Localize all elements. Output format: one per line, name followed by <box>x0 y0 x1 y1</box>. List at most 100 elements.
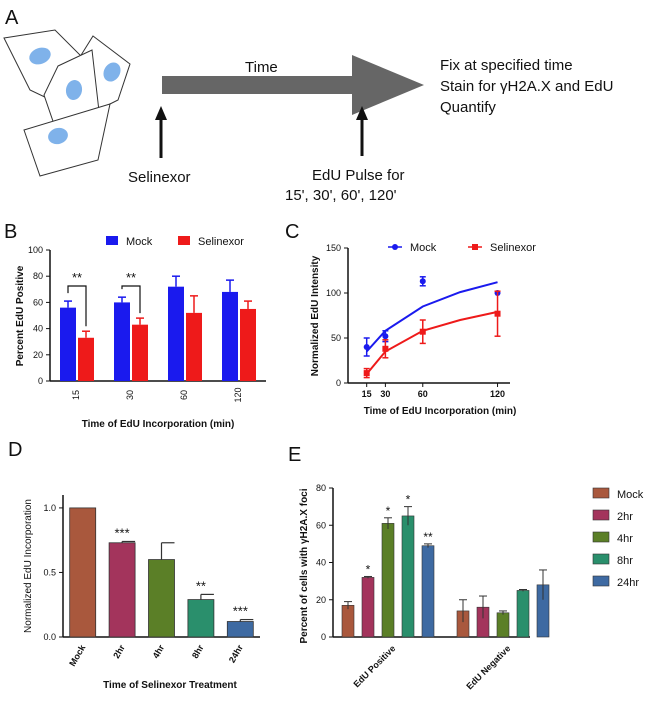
panel-d-label: D <box>8 439 22 461</box>
point-mock <box>363 344 370 350</box>
fix-text-line-1: Fix at specified time <box>440 57 573 74</box>
y-tick-label: 0 <box>38 376 43 386</box>
y-tick-label: 1.0 <box>43 503 56 513</box>
bar-8hr-edu-positive <box>401 515 415 638</box>
cell-nucleus <box>48 127 68 145</box>
selinexor-arrow-head <box>155 106 167 120</box>
x-tick-label: 15 <box>362 389 372 399</box>
legend-label-mock: Mock <box>617 489 644 501</box>
point-selinexor <box>419 328 426 335</box>
x-tick-label: 4hr <box>151 643 167 661</box>
x-tick-label: 120 <box>233 387 243 402</box>
point-mock <box>382 333 389 340</box>
point-selinexor <box>363 370 370 377</box>
legend-marker-mock <box>392 244 398 250</box>
x-tick-label: 120 <box>490 389 505 399</box>
chart-d: 0.0 0.5 1.0 Mock *** 2hr 4hr ** 8hr *** 24hr Normal… <box>23 495 260 691</box>
bar-selinexor-30 <box>132 324 148 381</box>
legend-label-4hr: 4hr <box>617 533 633 545</box>
cells-illustration <box>3 29 131 177</box>
edu-pulse-line-2: 15', 30', 60', 120' <box>285 187 397 204</box>
legend-label-8hr: 8hr <box>617 555 633 567</box>
cell-shape <box>23 103 111 177</box>
significance-label: * <box>406 493 411 507</box>
y-axis-title: Normalized EdU Incorporation <box>23 499 34 633</box>
y-tick-label: 0.5 <box>43 567 56 577</box>
edu-pulse-line-1: EdU Pulse for <box>312 167 405 184</box>
legend-swatch-4hr <box>592 531 610 543</box>
x-tick-label: 2hr <box>111 643 127 661</box>
x-tick-label: 24hr <box>227 643 245 665</box>
x-tick-label: 60 <box>418 389 428 399</box>
y-tick-label: 20 <box>316 595 326 605</box>
y-tick-label: 60 <box>316 520 326 530</box>
fix-text-line-2: Stain for γH2A.X and EdU <box>440 78 613 95</box>
legend-swatch-2hr <box>592 509 610 521</box>
edu-pulse-arrow-head <box>356 106 368 120</box>
bar-mock-120 <box>222 291 238 381</box>
significance-label: *** <box>233 604 248 619</box>
legend-marker-selinexor <box>472 244 478 250</box>
bar-2hr <box>108 542 136 638</box>
bar-mock <box>69 507 97 638</box>
legend-label-mock: Mock <box>410 242 437 254</box>
bar-8hr-edu-negative <box>516 590 530 638</box>
significance-bracket <box>67 285 87 327</box>
x-tick-label: 15 <box>71 390 81 400</box>
bar-mock-edu-positive <box>341 605 355 638</box>
legend-label-selinexor: Selinexor <box>198 236 244 248</box>
cell-nucleus <box>103 62 121 82</box>
significance-label: ** <box>126 270 136 285</box>
bar-selinexor-120 <box>240 308 256 381</box>
significance-label: ** <box>423 530 433 544</box>
cell-nucleus <box>29 47 51 65</box>
chart-b: 0 20 40 60 80 100 15 30 60 120 ** ** Mock Selinexor Pe… <box>15 236 266 430</box>
fit-curve-selinexor <box>365 310 498 375</box>
point-selinexor <box>382 345 389 352</box>
bar-selinexor-60 <box>186 312 202 381</box>
y-tick-label: 80 <box>316 483 326 493</box>
y-tick-label: 100 <box>326 288 341 298</box>
bar-24hr <box>226 621 254 638</box>
bar-4hr <box>148 559 175 638</box>
y-tick-label: 0.0 <box>43 632 56 642</box>
cell-nuclei <box>29 47 121 145</box>
y-tick-label: 40 <box>316 558 326 568</box>
legend-swatch-mock <box>106 236 118 245</box>
bar-mock-30 <box>114 302 130 381</box>
legend-label-24hr: 24hr <box>617 577 639 589</box>
bar-8hr <box>187 599 215 638</box>
legend-swatch-selinexor <box>178 236 190 245</box>
x-axis-title: Time of EdU Incorporation (min) <box>364 406 517 417</box>
significance-label: ** <box>196 578 206 593</box>
x-tick-label: EdU Positive <box>351 643 397 689</box>
y-tick-label: 20 <box>33 350 43 360</box>
x-tick-label: Mock <box>67 642 88 668</box>
y-tick-label: 60 <box>33 297 43 307</box>
y-tick-label: 100 <box>28 245 43 255</box>
bar-mock-15 <box>60 307 76 381</box>
bar-2hr-edu-positive <box>361 577 375 638</box>
bar-selinexor-15 <box>78 337 94 381</box>
legend-label-selinexor: Selinexor <box>490 242 536 254</box>
y-tick-label: 40 <box>33 324 43 334</box>
y-tick-label: 0 <box>336 378 341 388</box>
point-mock <box>419 278 426 285</box>
bar-4hr-edu-positive <box>381 523 395 638</box>
legend-swatch-8hr <box>592 553 610 565</box>
x-axis-title: Time of Selinexor Treatment <box>103 680 237 691</box>
legend-label-2hr: 2hr <box>617 511 633 523</box>
y-tick-label: 50 <box>331 333 341 343</box>
y-axis-title: Percent EdU Positive <box>15 265 26 366</box>
legend-label-mock: Mock <box>126 236 153 248</box>
x-tick-label: 60 <box>179 390 189 400</box>
panel-a-schematic: A Time Fix at specified time Stain for γ… <box>3 7 613 204</box>
x-tick-label: 30 <box>380 389 390 399</box>
panel-c-label: C <box>285 221 299 243</box>
y-tick-label: 150 <box>326 243 341 253</box>
bar-4hr-edu-negative <box>496 612 510 638</box>
time-label: Time <box>245 59 278 76</box>
selinexor-label: Selinexor <box>128 169 191 186</box>
